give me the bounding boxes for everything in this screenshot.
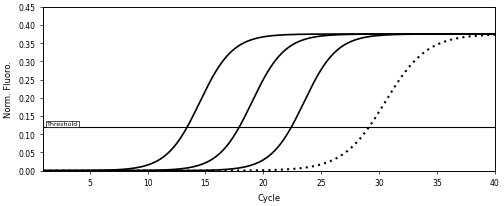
- X-axis label: Cycle: Cycle: [258, 193, 281, 202]
- Text: Threshold: Threshold: [47, 122, 78, 127]
- Y-axis label: Norm. Fluoro.: Norm. Fluoro.: [4, 61, 13, 118]
